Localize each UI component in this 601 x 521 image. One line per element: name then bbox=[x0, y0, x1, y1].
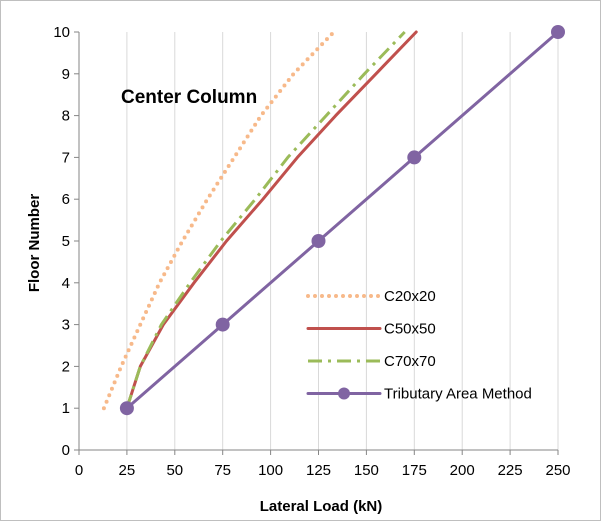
chart-annotation: Center Column bbox=[121, 87, 257, 108]
y-tick-label: 10 bbox=[53, 24, 70, 41]
legend-item: C50x50 bbox=[306, 321, 436, 338]
axes bbox=[74, 31, 559, 455]
data-point-marker bbox=[215, 317, 230, 332]
x-tick-label: 75 bbox=[214, 462, 231, 479]
x-axis-title: Lateral Load (kN) bbox=[260, 498, 383, 515]
x-tick-label: 250 bbox=[545, 462, 570, 479]
series-line bbox=[125, 30, 406, 409]
y-tick-label: 1 bbox=[62, 400, 70, 417]
y-tick-label: 6 bbox=[62, 191, 70, 208]
x-tick-label: 150 bbox=[354, 462, 379, 479]
legend-label: C70x70 bbox=[384, 353, 436, 370]
x-tick-label: 225 bbox=[498, 462, 523, 479]
series-line bbox=[101, 30, 336, 411]
tick-labels: 0 25 50 75 100 125 150 175 200 225 250 0 1 2 3 4 5 6 7 8 9 10 bbox=[53, 24, 570, 479]
y-tick-label: 9 bbox=[62, 66, 70, 83]
y-tick-label: 5 bbox=[62, 233, 70, 250]
legend-label: C20x20 bbox=[384, 288, 436, 305]
legend-item: Tributary Area Method bbox=[306, 386, 532, 403]
series-c70x70 bbox=[125, 30, 406, 409]
legend-item: C70x70 bbox=[308, 353, 436, 370]
data-point-marker bbox=[551, 25, 565, 39]
y-tick-label: 2 bbox=[62, 358, 70, 375]
y-tick-label: 0 bbox=[62, 442, 70, 459]
legend-item: C20x20 bbox=[306, 288, 436, 305]
x-tick-label: 50 bbox=[166, 462, 183, 479]
data-point-marker bbox=[407, 150, 422, 165]
data-point-marker bbox=[119, 401, 134, 416]
y-tick-label: 7 bbox=[62, 149, 70, 166]
y-tick-label: 3 bbox=[62, 317, 70, 334]
y-tick-label: 8 bbox=[62, 108, 70, 125]
legend-marker bbox=[338, 387, 350, 400]
x-tick-label: 0 bbox=[75, 462, 83, 479]
legend-label: Tributary Area Method bbox=[384, 386, 532, 403]
x-tick-label: 125 bbox=[306, 462, 331, 479]
series-c20x20 bbox=[101, 30, 336, 411]
legend: C20x20 C50x50 C70x70 Tributary Area Method bbox=[306, 288, 532, 403]
x-tick-label: 175 bbox=[402, 462, 427, 479]
x-tick-label: 25 bbox=[119, 462, 136, 479]
x-tick-label: 200 bbox=[450, 462, 475, 479]
legend-label: C50x50 bbox=[384, 321, 436, 338]
series-lines bbox=[101, 25, 565, 416]
y-axis-title: Floor Number bbox=[26, 194, 43, 292]
y-tick-label: 4 bbox=[62, 275, 70, 292]
x-tick-label: 100 bbox=[258, 462, 283, 479]
series-tributary-area-method bbox=[119, 25, 565, 416]
data-point-marker bbox=[311, 234, 326, 248]
